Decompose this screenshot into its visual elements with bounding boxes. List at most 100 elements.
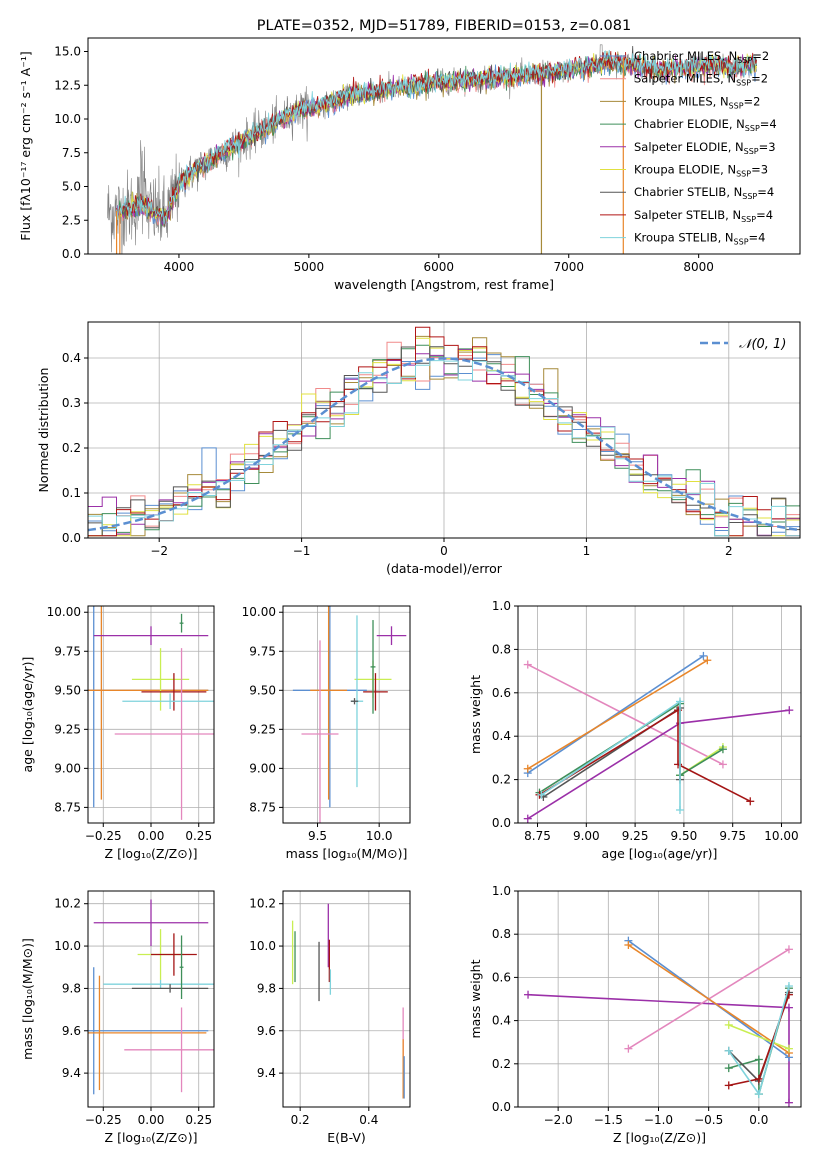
weight-series-line xyxy=(527,663,724,766)
y-tick-label: 0.6 xyxy=(492,970,511,984)
model-spectrum-line xyxy=(116,49,757,225)
y-tick-label: 9.4 xyxy=(257,1066,276,1080)
legend-text: =3 xyxy=(751,163,768,177)
legend-text: Salpeter MILES, N xyxy=(634,72,736,86)
y-tick-label: 10.0 xyxy=(54,112,81,126)
legend-text: =4 xyxy=(756,208,773,222)
axes-frame xyxy=(282,605,411,824)
chart-age_vs_mass: 9.5 10.0 8.75 9.00 9.25 9.50 9.75 10.00 mass [lo… xyxy=(242,605,411,861)
y-tick-label: 0.0 xyxy=(492,816,511,830)
x-tick-label: 10.0 xyxy=(366,829,393,843)
plot-area xyxy=(88,606,214,823)
y-tick-label: 0.6 xyxy=(492,686,511,700)
legend-text: Salpeter STELIB, N xyxy=(634,208,741,222)
y-tick-label: 0.4 xyxy=(62,351,81,365)
y-tick-label: 8.75 xyxy=(249,800,276,814)
x-axis-label: (data-model)/error xyxy=(386,561,503,576)
legend-text: =2 xyxy=(751,72,768,86)
legend-label: Kroupa STELIB, NSSP=4 xyxy=(634,231,765,247)
legend-text: Chabrier MILES, N xyxy=(634,49,737,63)
weight-series-line xyxy=(527,659,708,770)
y-tick-label: 9.25 xyxy=(54,722,81,736)
x-axis-label: Z [log₁₀(Z/Z⊙)] xyxy=(105,1130,198,1145)
y-tick-label: 10.00 xyxy=(242,605,276,619)
y-tick-label: 0.0 xyxy=(492,1100,511,1114)
chart-residuals: −2 −1 0 1 2 0.0 0.1 0.2 0.3 0.4 (data-model)/error… xyxy=(36,321,801,576)
x-tick-label: 1 xyxy=(583,544,591,558)
legend-subscript: SSP xyxy=(737,56,752,65)
y-tick-label: 5.0 xyxy=(62,180,81,194)
x-tick-label: 8000 xyxy=(683,260,714,274)
legend-label: Chabrier ELODIE, NSSP=4 xyxy=(634,117,777,133)
y-tick-label: 7.5 xyxy=(62,146,81,160)
chart-mass_vs_ebv: 0.2 0.4 9.4 9.6 9.8 10.0 10.2 E(B-V) xyxy=(249,890,411,1145)
legend-subscript: SSP xyxy=(741,215,756,224)
legend-subscript: SSP xyxy=(736,170,751,179)
weight-series-line xyxy=(627,944,790,1054)
y-tick-label: 0.1 xyxy=(62,486,81,500)
chart-title: PLATE=0352, MJD=51789, FIBERID=0153, z=0… xyxy=(257,18,631,34)
x-tick-label: 10.00 xyxy=(764,829,798,843)
weight-series-line xyxy=(728,1024,790,1050)
plot-area xyxy=(518,606,801,823)
x-tick-label: −1 xyxy=(293,544,311,558)
legend-subscript: SSP xyxy=(729,101,744,110)
gaussian-curve xyxy=(88,357,800,532)
chart-age_vs_Z: −0.25 0.00 0.25 8.75 9.00 9.25 9.50 9.75 10.00 Z … xyxy=(20,605,215,861)
x-tick-label: 0.25 xyxy=(185,1113,212,1127)
y-tick-label: 0.0 xyxy=(62,247,81,261)
legend-label: Salpeter MILES, NSSP=2 xyxy=(634,72,768,88)
legend-text: =2 xyxy=(752,49,769,63)
axes-frame xyxy=(282,890,411,1108)
chart-mass_vs_Z: −0.25 0.00 0.25 9.4 9.6 9.8 10.0 10.2 Z [log₁₀(Z… xyxy=(20,890,215,1145)
x-tick-label: −0.25 xyxy=(85,829,122,843)
y-axis-label: Flux [fλ10⁻¹⁷ erg cm⁻² s⁻¹ A⁻¹] xyxy=(18,51,33,240)
y-tick-label: 8.75 xyxy=(54,800,81,814)
x-axis-label: mass [log₁₀(M/M⊙)] xyxy=(286,846,408,861)
x-axis-label: wavelength [Angstrom, rest frame] xyxy=(334,277,554,292)
plot-area xyxy=(283,891,410,1107)
y-tick-label: 9.6 xyxy=(257,1024,276,1038)
x-tick-label: 8.75 xyxy=(524,829,551,843)
y-axis-label: mass weight xyxy=(468,675,483,754)
legend-text: Kroupa MILES, N xyxy=(634,94,729,108)
y-tick-label: 0.4 xyxy=(492,1014,511,1028)
x-tick-label: 0 xyxy=(440,544,448,558)
legend-text: Kroupa STELIB, N xyxy=(634,231,734,245)
y-tick-label: 9.50 xyxy=(54,683,81,697)
y-tick-label: 9.25 xyxy=(249,722,276,736)
x-tick-label: −2 xyxy=(150,544,168,558)
histogram-series xyxy=(88,326,800,538)
y-tick-label: 0.8 xyxy=(492,927,511,941)
x-tick-label: 5000 xyxy=(294,260,325,274)
x-tick-label: −0.25 xyxy=(85,1113,122,1127)
y-tick-label: 0.0 xyxy=(62,531,81,545)
y-tick-label: 9.00 xyxy=(249,761,276,775)
y-tick-label: 9.4 xyxy=(62,1066,81,1080)
legend-label: Chabrier MILES, NSSP=2 xyxy=(634,49,769,65)
plot-area xyxy=(518,891,801,1107)
axes-frame xyxy=(517,605,802,824)
legend-text: =4 xyxy=(749,231,766,245)
legend-subscript: SSP xyxy=(744,147,759,156)
legend-text: Chabrier STELIB, N xyxy=(634,185,742,199)
y-tick-label: 15.0 xyxy=(54,45,81,59)
x-tick-label: −1.0 xyxy=(644,1113,673,1127)
legend-subscript: SSP xyxy=(745,124,760,133)
x-axis-label: E(B-V) xyxy=(327,1130,366,1145)
y-axis-label: mass [log₁₀(M/M⊙)] xyxy=(20,938,35,1060)
x-axis-label: Z [log₁₀(Z/Z⊙)] xyxy=(613,1130,706,1145)
weight-series-line xyxy=(527,655,704,774)
plot-area xyxy=(88,891,214,1107)
y-axis-label: age [log₁₀(age/yr)] xyxy=(20,657,35,773)
x-tick-label: 9.25 xyxy=(622,829,649,843)
x-tick-label: 9.5 xyxy=(308,829,327,843)
x-tick-label: 0.25 xyxy=(185,829,212,843)
x-axis-label: Z [log₁₀(Z/Z⊙)] xyxy=(105,846,198,861)
y-tick-label: 9.8 xyxy=(257,981,276,995)
x-tick-label: 0.00 xyxy=(138,1113,165,1127)
legend-text: =3 xyxy=(759,140,776,154)
y-tick-label: 9.6 xyxy=(62,1024,81,1038)
x-tick-label: 9.50 xyxy=(671,829,698,843)
